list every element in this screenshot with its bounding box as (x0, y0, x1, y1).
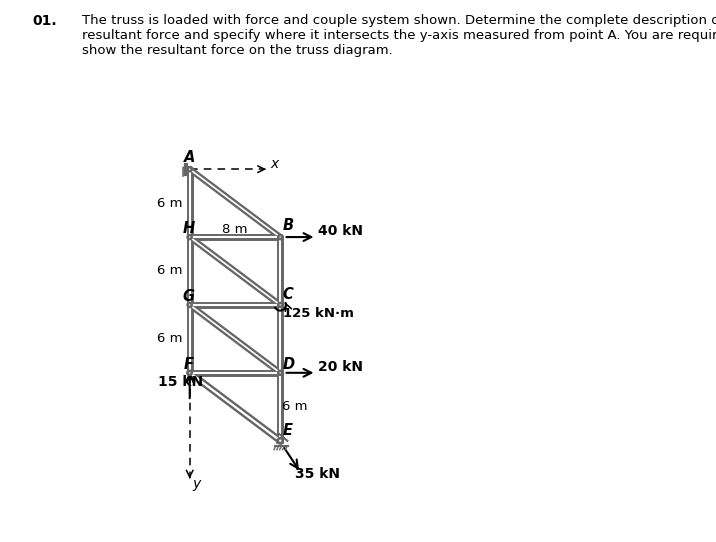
Text: A: A (184, 150, 195, 165)
Text: 125 kN·m: 125 kN·m (283, 307, 354, 320)
Polygon shape (277, 440, 283, 443)
Text: 6 m: 6 m (282, 400, 308, 413)
Circle shape (278, 438, 283, 443)
Text: G: G (183, 289, 194, 304)
Text: y: y (192, 477, 200, 491)
Text: The truss is loaded with force and couple system shown. Determine the complete d: The truss is loaded with force and coupl… (82, 14, 716, 56)
Text: 40 kN: 40 kN (318, 224, 363, 238)
Polygon shape (186, 166, 190, 172)
Circle shape (188, 235, 192, 239)
Text: 15 kN: 15 kN (158, 376, 203, 389)
Text: 20 kN: 20 kN (318, 360, 363, 374)
Circle shape (188, 167, 192, 171)
Circle shape (278, 303, 282, 307)
Text: 8 m: 8 m (222, 223, 248, 236)
Circle shape (188, 303, 192, 307)
Text: D: D (283, 357, 294, 372)
Text: 01.: 01. (32, 14, 57, 28)
Text: B: B (283, 218, 294, 233)
Circle shape (278, 371, 282, 375)
Text: 6 m: 6 m (157, 264, 182, 278)
Circle shape (278, 235, 282, 239)
Circle shape (188, 371, 192, 375)
Text: F: F (183, 357, 193, 372)
Circle shape (278, 438, 282, 443)
Text: C: C (283, 287, 294, 301)
Text: H: H (183, 221, 195, 236)
Text: E: E (283, 423, 293, 438)
Text: 6 m: 6 m (157, 197, 182, 210)
Text: 6 m: 6 m (157, 332, 182, 345)
Text: 35 kN: 35 kN (295, 467, 340, 481)
Text: x: x (270, 157, 279, 171)
